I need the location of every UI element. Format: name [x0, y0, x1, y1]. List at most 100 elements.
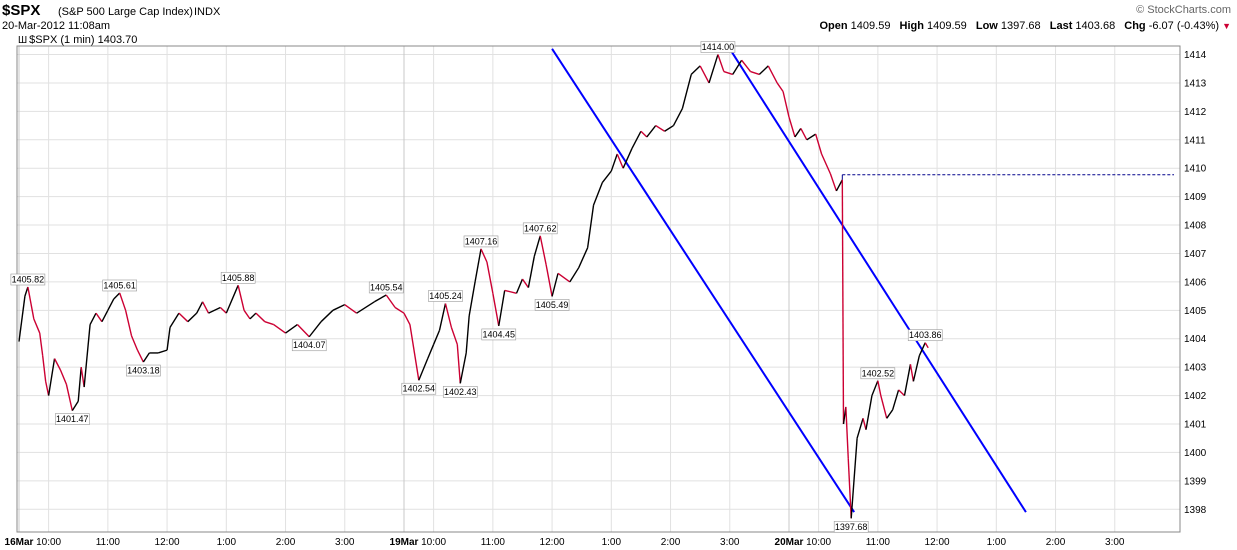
price-segment: [47, 358, 56, 396]
price-segment: [655, 124, 665, 132]
data-label-box: [291, 339, 327, 352]
data-label-text: 1405.54: [370, 282, 403, 292]
price-segment: [862, 418, 867, 430]
chart-header: $SPX (S&P 500 Large Cap Index) INDX 20-M…: [0, 0, 1237, 48]
price-segment: [474, 248, 482, 283]
data-label-text: 1407.62: [524, 223, 557, 233]
price-segment: [119, 292, 127, 311]
price-segment: [308, 321, 322, 338]
price-segment: [459, 352, 467, 384]
price-segment: [39, 332, 44, 356]
data-label-text: 1403.86: [909, 330, 942, 340]
price-segment: [610, 153, 618, 172]
price-bars-icon: Ш: [18, 35, 28, 46]
price-segment: [456, 344, 461, 384]
price-segment: [187, 312, 198, 323]
price-segment: [385, 294, 396, 308]
series-legend: Ш $SPX (1 min) 1403.70: [18, 34, 137, 46]
price-segment: [438, 303, 447, 331]
price-segment: [196, 301, 204, 314]
data-label-text: 1405.88: [222, 273, 255, 283]
price-segment: [871, 380, 879, 396]
data-label-box: [700, 41, 736, 53]
y-tick-label: 1413: [1184, 78, 1207, 89]
price-segment: [89, 312, 97, 325]
x-tick-label: 12:00: [155, 537, 180, 548]
y-tick-label: 1398: [1184, 505, 1207, 516]
x-tick-label: 11:00: [866, 537, 891, 548]
x-tick-label: 3:00: [335, 537, 355, 548]
x-tick-label: 10:00: [36, 537, 61, 548]
data-label-box: [481, 328, 517, 341]
price-segment: [136, 349, 145, 363]
price-segment: [44, 381, 50, 396]
price-segment: [631, 130, 642, 149]
price-segment: [403, 312, 411, 325]
price-segment: [681, 74, 692, 109]
price-segment: [157, 349, 168, 354]
price-segment: [264, 321, 274, 326]
price-segment: [788, 116, 796, 138]
price-segment: [27, 286, 35, 319]
price-segment: [912, 355, 920, 382]
price-segment: [427, 344, 435, 359]
data-label: 1402.52: [860, 367, 896, 380]
price-segment: [850, 438, 858, 519]
price-segment: [33, 318, 41, 334]
price-segment: [898, 389, 905, 397]
data-label-text: 1397.68: [835, 522, 868, 532]
data-label-text: 1405.82: [12, 275, 45, 285]
y-tick-label: 1412: [1184, 107, 1207, 118]
brand-logo[interactable]: © StockCharts.com: [1136, 4, 1231, 16]
price-segment: [856, 418, 864, 439]
price-segment: [732, 59, 743, 75]
price-segment: [504, 289, 517, 294]
price-segment: [273, 323, 286, 334]
data-label: 1407.16: [463, 235, 499, 248]
x-tick-label: 2:00: [276, 537, 296, 548]
data-label: 1403.86: [907, 329, 943, 342]
price-series: [18, 54, 929, 519]
price-segment: [592, 182, 604, 206]
price-segment: [394, 306, 405, 314]
x-tick-label: 16Mar: [5, 537, 34, 548]
data-label-text: 1407.16: [465, 236, 498, 246]
y-tick-label: 1403: [1184, 363, 1207, 374]
price-segment: [533, 235, 541, 257]
low-label: Low: [975, 20, 998, 32]
data-label-box: [10, 273, 46, 286]
data-label-text: 1401.47: [56, 414, 89, 424]
price-segment: [551, 273, 559, 297]
price-segment: [699, 65, 710, 84]
open-label: Open: [819, 20, 848, 32]
x-tick-label: 10:00: [806, 537, 831, 548]
price-segment: [124, 310, 133, 337]
price-segment: [664, 124, 674, 132]
data-label: 1401.47: [55, 413, 90, 425]
data-label-box: [428, 290, 463, 302]
price-segment: [891, 389, 900, 410]
price-segment: [845, 406, 849, 459]
price-segment: [444, 303, 453, 328]
y-tick-label: 1408: [1184, 221, 1207, 232]
data-label-text: 1402.54: [403, 384, 436, 394]
open-value: 1409.59: [850, 20, 891, 32]
data-label-box: [220, 272, 256, 284]
data-label-text: 1404.45: [482, 329, 515, 339]
data-label-box: [368, 281, 404, 294]
x-tick-label: 2:00: [1046, 537, 1066, 548]
price-segment: [690, 65, 701, 75]
x-tick-label: 12:00: [925, 537, 950, 548]
price-segment: [208, 306, 221, 314]
price-segment: [59, 369, 68, 385]
data-label: 1405.49: [534, 299, 570, 311]
down-arrow-icon: ▼: [1222, 21, 1231, 31]
price-segment: [877, 380, 882, 396]
y-tick-label: 1400: [1184, 448, 1207, 459]
price-segment: [374, 294, 387, 303]
price-segment: [723, 70, 733, 76]
x-tick-label: 20Mar: [775, 537, 804, 548]
price-segment: [71, 400, 79, 412]
price-segment: [77, 367, 82, 402]
data-label: 1402.43: [442, 386, 478, 398]
